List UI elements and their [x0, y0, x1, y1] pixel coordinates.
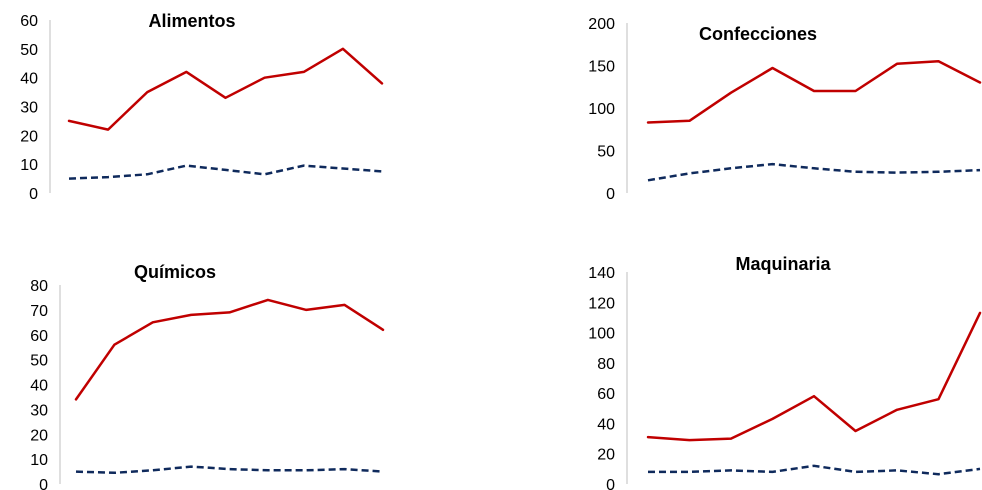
y-tick-label: 150 — [588, 59, 615, 76]
chart-title: Alimentos — [148, 11, 235, 31]
chart-panel: 0 10 20 30 40 50 60 Alimentos — [20, 11, 384, 203]
y-tick-label: 20 — [20, 128, 38, 145]
y-tick-label: 200 — [588, 16, 615, 33]
y-tick-label: 50 — [597, 144, 615, 161]
y-tick-label: 0 — [29, 186, 38, 203]
y-tick-label: 120 — [588, 295, 615, 312]
y-tick-label: 80 — [597, 356, 615, 373]
chart-title: Confecciones — [699, 24, 817, 44]
y-tick-label: 0 — [39, 477, 48, 490]
y-tick-label: 30 — [20, 100, 38, 117]
y-tick-label: 70 — [30, 303, 48, 320]
y-tick-label: 20 — [597, 447, 615, 464]
y-tick-label: 50 — [20, 42, 38, 59]
y-tick-label: 10 — [20, 157, 38, 174]
y-tick-label: 60 — [20, 13, 38, 30]
y-tick-label: 60 — [597, 386, 615, 403]
y-tick-label: 10 — [30, 452, 48, 469]
y-tick-label: 20 — [30, 427, 48, 444]
y-tick-label: 100 — [588, 101, 615, 118]
chart-title: Maquinaria — [735, 254, 831, 274]
y-tick-label: 40 — [20, 71, 38, 88]
y-tick-label: 100 — [588, 326, 615, 343]
series-line-solid — [646, 311, 982, 442]
series-line-solid — [646, 60, 982, 124]
y-tick-label: 60 — [30, 328, 48, 345]
y-tick-label: 40 — [597, 416, 615, 433]
y-tick-label: 140 — [588, 265, 615, 282]
series-line-dashed — [75, 465, 384, 475]
y-tick-label: 0 — [606, 186, 615, 203]
y-tick-label: 40 — [30, 378, 48, 395]
series-line-dashed — [648, 464, 981, 476]
y-tick-label: 80 — [30, 278, 48, 295]
series-line-dashed — [68, 164, 383, 180]
chart-panel: 0 50 100 150 200 Confecciones — [588, 16, 982, 203]
series-line-dashed — [647, 162, 981, 182]
y-tick-label: 50 — [30, 353, 48, 370]
y-tick-label: 0 — [606, 477, 615, 490]
chart-panel: 0 10 20 30 40 50 60 70 80 Químicos — [30, 262, 385, 490]
chart-panel: 0 20 40 60 80 100 120 140 Maquinaria — [588, 254, 982, 490]
series-line-solid — [74, 298, 385, 401]
chart-title: Químicos — [134, 262, 216, 282]
y-tick-label: 30 — [30, 402, 48, 419]
series-line-solid — [67, 47, 384, 131]
